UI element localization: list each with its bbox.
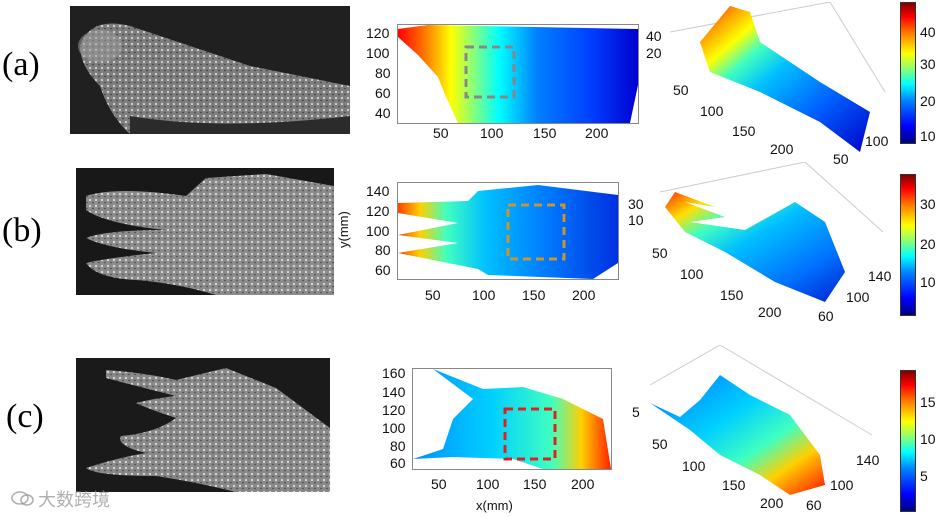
chat-bubble-icon	[11, 491, 34, 506]
ytick-c-2: 120	[382, 402, 406, 418]
surface-3d-c	[640, 344, 880, 510]
x3tick-c-2: 150	[722, 477, 746, 493]
roi-plot-c	[412, 368, 612, 470]
cbar-tick-c-1: 10	[920, 431, 936, 447]
ztick-a-1: 20	[646, 45, 662, 61]
ztick-a-0: 40	[646, 28, 662, 44]
x3tick-a-0: 50	[673, 82, 689, 98]
cbar-tick-b-0: 30	[920, 196, 936, 212]
ytick-b-0: 140	[366, 183, 390, 199]
xtick-a-2: 150	[533, 125, 557, 141]
cbar-tick-a-2: 20	[920, 93, 936, 109]
y3tick-c-0: 140	[856, 452, 880, 468]
x3tick-b-1: 100	[680, 266, 704, 282]
ytick-c-1: 140	[382, 384, 406, 400]
cbar-tick-a-1: 30	[920, 56, 936, 72]
xtick-c-2: 150	[523, 476, 547, 492]
ytick-b-1: 120	[366, 203, 390, 219]
heatmap-surface-c	[413, 369, 611, 469]
x3tick-a-3: 200	[770, 141, 794, 157]
xtick-b-0: 50	[425, 287, 441, 303]
hand-photo-b	[76, 168, 334, 295]
panel-label-c: (c)	[6, 398, 44, 435]
xtick-c-1: 100	[476, 476, 500, 492]
ytick-b-2: 100	[366, 223, 390, 239]
heatmap-surface-b	[398, 185, 618, 279]
roi-box-a	[464, 45, 516, 99]
surface-3d-b	[655, 161, 885, 322]
ytick-a-3: 60	[375, 85, 391, 101]
x3tick-c-1: 100	[682, 458, 706, 474]
x3tick-a-1: 100	[700, 103, 724, 119]
xtick-a-0: 50	[433, 125, 449, 141]
ytick-c-3: 100	[382, 420, 406, 436]
hand-photo-c	[76, 358, 330, 492]
ytick-c-5: 60	[390, 455, 406, 471]
ztick-b-0: 30	[628, 196, 644, 212]
roi-box-c	[503, 407, 557, 461]
x3tick-b-3: 200	[758, 304, 782, 320]
watermark-text: 大数跨境	[38, 490, 110, 510]
hand-photo-a	[70, 6, 350, 134]
cbar-tick-b-1: 20	[920, 236, 936, 252]
x3tick-a-2: 150	[732, 123, 756, 139]
colorbar-b	[900, 174, 916, 316]
colorbar-c	[900, 370, 916, 512]
y3tick-b-1: 100	[846, 289, 870, 305]
ytick-a-4: 40	[375, 105, 391, 121]
cbar-tick-a-3: 10	[920, 128, 936, 144]
y3tick-b-2: 60	[818, 308, 834, 324]
roi-plot-b	[397, 182, 619, 280]
xtick-b-3: 200	[572, 287, 596, 303]
ytick-c-0: 160	[382, 365, 406, 381]
surface-3d-a	[669, 1, 890, 152]
y3tick-c-2: 60	[806, 497, 822, 513]
ztick-c-0: 5	[632, 404, 640, 420]
xtick-a-3: 200	[585, 125, 609, 141]
x3tick-b-0: 50	[652, 245, 668, 261]
roi-plot-a	[397, 24, 639, 124]
panel-label-a: (a)	[2, 46, 40, 83]
ytick-b-4: 60	[375, 262, 391, 278]
ytick-a-0: 120	[366, 25, 390, 41]
xtick-a-1: 100	[480, 125, 504, 141]
ytick-a-1: 100	[366, 45, 390, 61]
xtick-c-0: 50	[431, 476, 447, 492]
x3tick-c-3: 200	[760, 495, 784, 511]
xtick-c-3: 200	[571, 476, 595, 492]
xtick-b-2: 150	[522, 287, 546, 303]
y3tick-b-0: 140	[868, 268, 892, 284]
ytick-a-2: 80	[375, 65, 391, 81]
ytick-c-4: 80	[390, 438, 406, 454]
roi-box-b	[506, 203, 566, 261]
xlabel-c: x(mm)	[476, 498, 513, 513]
x3tick-b-2: 150	[720, 287, 744, 303]
y3tick-c-1: 100	[830, 477, 854, 493]
y3tick-a-0: 100	[865, 133, 889, 149]
panel-label-b: (b)	[2, 212, 42, 249]
cbar-tick-c-2: 5	[920, 468, 928, 484]
ztick-b-1: 10	[628, 212, 644, 228]
cbar-tick-b-2: 10	[920, 274, 936, 290]
colorbar-a	[900, 2, 916, 144]
ylabel-b: y(mm)	[336, 211, 351, 248]
xtick-b-1: 100	[472, 287, 496, 303]
x3tick-c-0: 50	[652, 436, 668, 452]
heatmap-surface-a	[398, 25, 638, 123]
cbar-tick-a-0: 40	[920, 24, 936, 40]
cbar-tick-c-0: 15	[920, 394, 936, 410]
watermark: 大数跨境	[10, 486, 110, 512]
y3tick-a-1: 50	[833, 151, 849, 167]
ytick-b-3: 80	[375, 242, 391, 258]
